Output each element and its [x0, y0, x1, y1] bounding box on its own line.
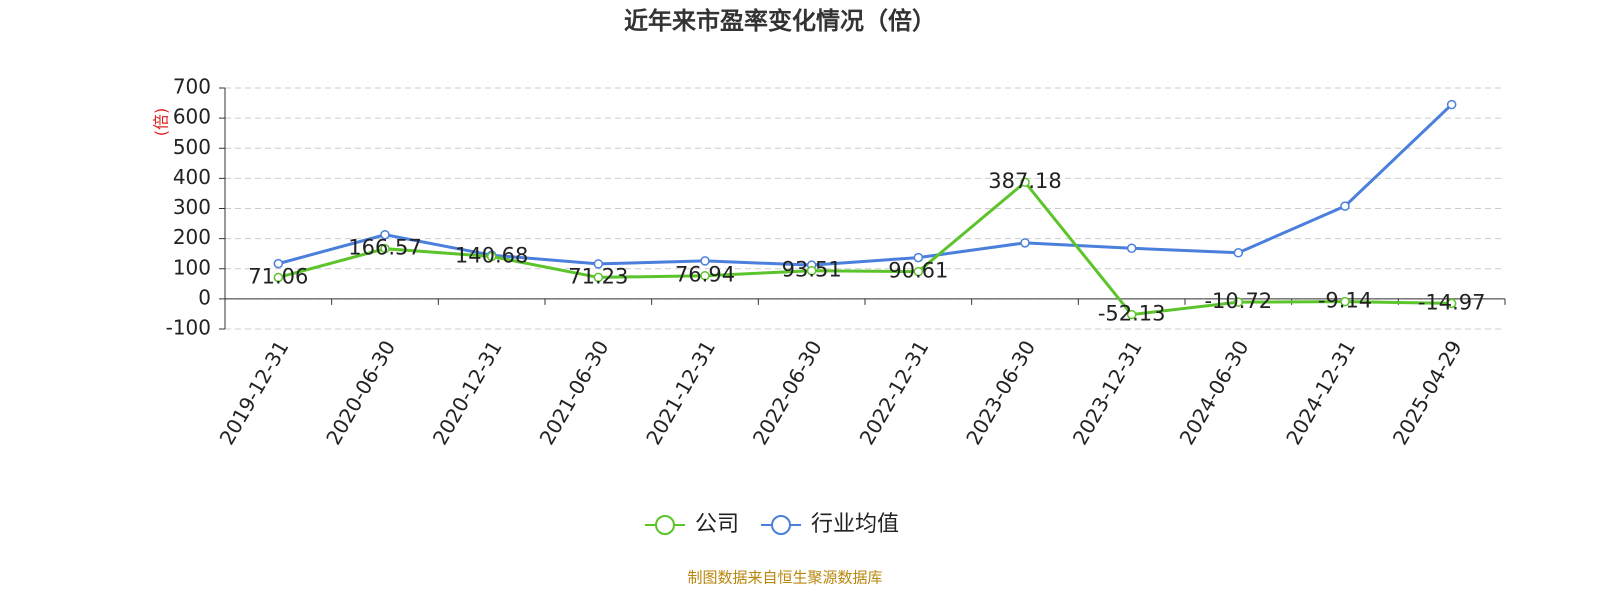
y-tick-label: 400	[173, 165, 211, 189]
data-point	[593, 272, 604, 283]
data-label: 93.51	[782, 258, 842, 282]
data-label: 140.68	[455, 243, 528, 267]
data-point	[380, 229, 390, 240]
series-line	[277, 103, 1453, 267]
data-point	[1126, 243, 1137, 254]
x-tick-label: 2025-04-29	[1388, 336, 1467, 449]
chart-title: 近年来市盈率变化情况（倍）	[624, 7, 936, 35]
x-tick-label: 2020-12-31	[428, 336, 507, 449]
data-point	[593, 259, 604, 269]
data-point	[380, 243, 390, 254]
data-point	[913, 252, 924, 263]
data-point	[486, 251, 497, 262]
data-point	[806, 265, 817, 276]
data-point	[1233, 297, 1244, 307]
data-label: 76.94	[675, 263, 735, 287]
y-tick-label: 0	[198, 285, 211, 309]
data-label: 387.18	[988, 169, 1061, 193]
y-tick-label: 600	[173, 105, 211, 129]
y-tick-label: 200	[173, 225, 211, 249]
source-note: 制图数据来自恒生聚源数据库	[687, 569, 882, 587]
data-label: 166.57	[348, 236, 421, 260]
data-point	[1446, 99, 1457, 110]
data-point	[1340, 296, 1350, 307]
data-point	[1340, 201, 1350, 211]
data-point	[273, 272, 284, 283]
data-point	[273, 258, 284, 269]
y-tick-label: -100	[166, 316, 211, 340]
x-tick-label: 2023-12-31	[1068, 336, 1147, 449]
x-tick-label: 2021-06-30	[535, 336, 614, 449]
data-label: -10.72	[1204, 289, 1272, 313]
y-tick-label: 100	[173, 255, 211, 279]
x-tick-label: 2020-06-30	[321, 336, 400, 449]
legend-item: 公司	[645, 512, 739, 537]
data-point	[1446, 298, 1457, 309]
data-point	[913, 266, 924, 277]
data-label: -9.14	[1318, 289, 1372, 313]
x-tick-label: 2022-06-30	[748, 336, 827, 449]
data-label: 71.06	[248, 264, 308, 288]
data-point	[1233, 248, 1244, 258]
legend-item: 行业均值	[761, 512, 899, 537]
y-tick-label: 500	[173, 135, 211, 159]
x-tick-label: 2024-06-30	[1175, 336, 1254, 449]
x-tick-label: 2024-12-31	[1281, 336, 1360, 449]
data-point	[700, 270, 710, 281]
data-label: -52.13	[1098, 302, 1166, 326]
series-line	[277, 180, 1452, 317]
legend-marker	[771, 515, 792, 535]
x-tick-label: 2022-12-31	[855, 336, 934, 449]
data-label: -14.97	[1418, 290, 1486, 314]
x-tick-label: 2023-06-30	[961, 336, 1040, 449]
legend-marker	[655, 515, 675, 535]
data-point	[1020, 177, 1030, 187]
legend-label: 公司	[695, 512, 739, 537]
y-tick-label: 700	[173, 75, 211, 99]
data-point	[1126, 309, 1137, 320]
data-label: 90.61	[888, 259, 948, 283]
x-tick-label: 2021-12-31	[641, 336, 720, 449]
legend-label: 行业均值	[811, 512, 899, 537]
y-tick-label: 300	[173, 195, 211, 219]
x-tick-label: 2019-12-31	[215, 336, 294, 449]
data-point	[700, 256, 710, 266]
data-label: 71.23	[568, 264, 628, 288]
data-point	[1020, 238, 1030, 248]
y-axis-label: (倍)	[152, 108, 171, 137]
